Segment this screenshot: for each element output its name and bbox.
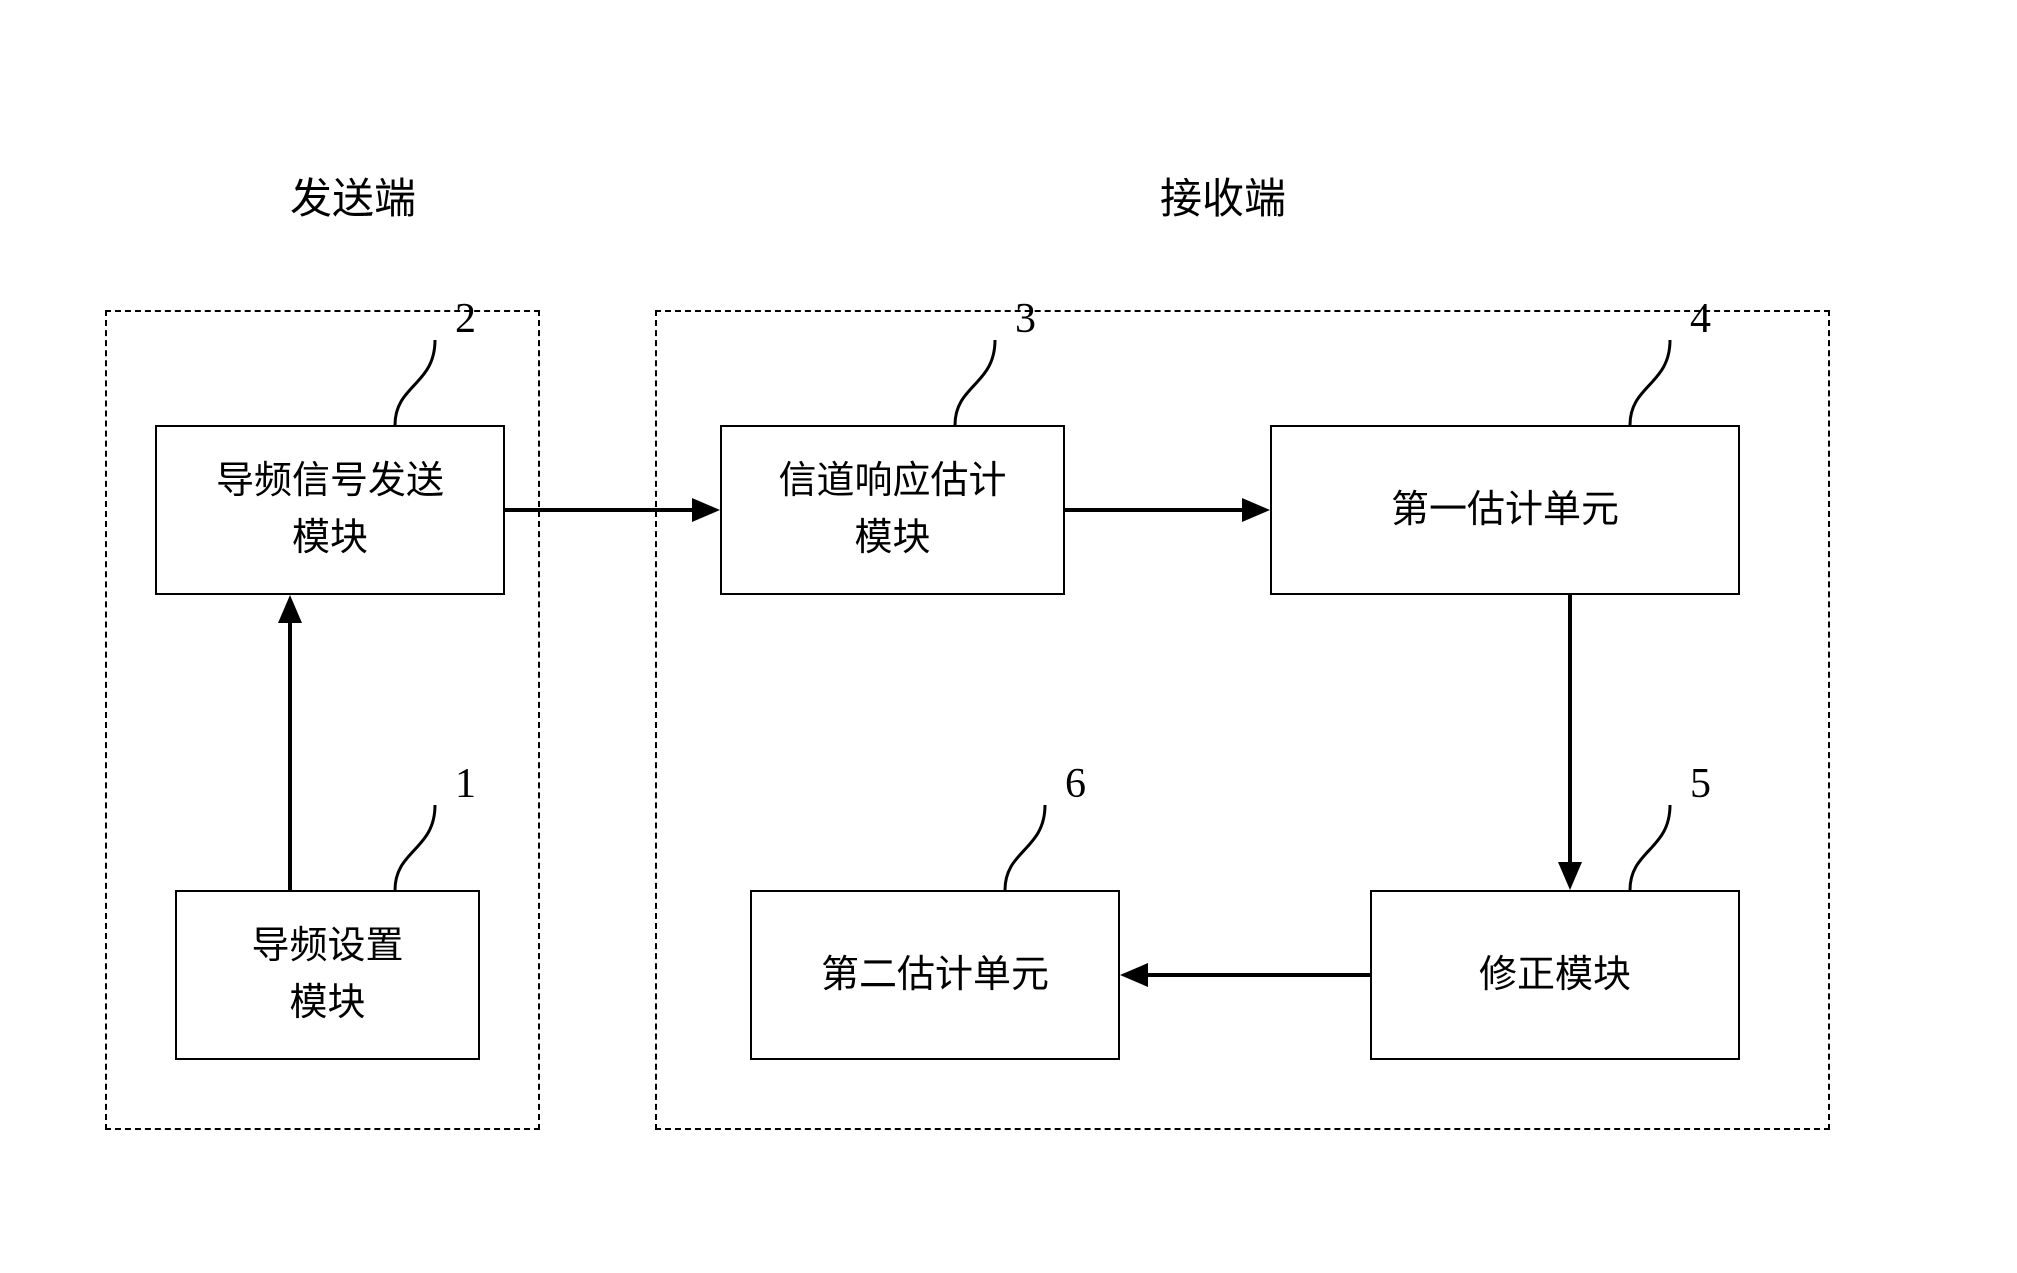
block-number-1: 1: [455, 760, 476, 808]
block-number-2: 2: [455, 295, 476, 343]
block-line: 模块: [292, 510, 368, 567]
block-pilot-signal-send: 导频信号发送 模块: [155, 425, 505, 595]
block-pilot-setup: 导频设置 模块: [175, 890, 480, 1060]
block-channel-response-estimate: 信道响应估计 模块: [720, 425, 1065, 595]
arrow-b4-b5-head: [1558, 862, 1582, 890]
block-line: 导频设置: [251, 918, 403, 975]
arrow-b4-b5-line: [1568, 595, 1572, 865]
arrow-b3-b4-head: [1242, 498, 1270, 522]
receiver-label: 接收端: [1160, 165, 1286, 226]
arrow-b1-b2-line: [288, 620, 292, 890]
block-line: 修正模块: [1479, 947, 1631, 1004]
block-line: 信道响应估计: [778, 453, 1006, 510]
block-correction-module: 修正模块: [1370, 890, 1740, 1060]
block-number-5: 5: [1690, 760, 1711, 808]
arrow-b3-b4-line: [1065, 508, 1245, 512]
leader-curve-6: [995, 800, 1055, 890]
leader-curve-5: [1620, 800, 1680, 890]
block-number-6: 6: [1065, 760, 1086, 808]
leader-curve-4: [1620, 335, 1680, 425]
block-number-4: 4: [1690, 295, 1711, 343]
arrow-b5-b6-head: [1120, 963, 1148, 987]
block-number-3: 3: [1015, 295, 1036, 343]
arrow-b1-b2-head: [278, 595, 302, 623]
arrow-b2-b3-line: [505, 508, 695, 512]
block-line: 第一估计单元: [1391, 482, 1619, 539]
block-line: 模块: [854, 510, 930, 567]
block-line: 模块: [289, 975, 365, 1032]
leader-curve-1: [385, 800, 445, 890]
transmitter-label: 发送端: [290, 165, 416, 226]
block-line: 第二估计单元: [821, 947, 1049, 1004]
arrow-b2-b3-head: [692, 498, 720, 522]
leader-curve-2: [385, 335, 445, 425]
block-first-estimate-unit: 第一估计单元: [1270, 425, 1740, 595]
leader-curve-3: [945, 335, 1005, 425]
arrow-b5-b6-line: [1145, 973, 1370, 977]
block-line: 导频信号发送: [216, 453, 444, 510]
block-second-estimate-unit: 第二估计单元: [750, 890, 1120, 1060]
